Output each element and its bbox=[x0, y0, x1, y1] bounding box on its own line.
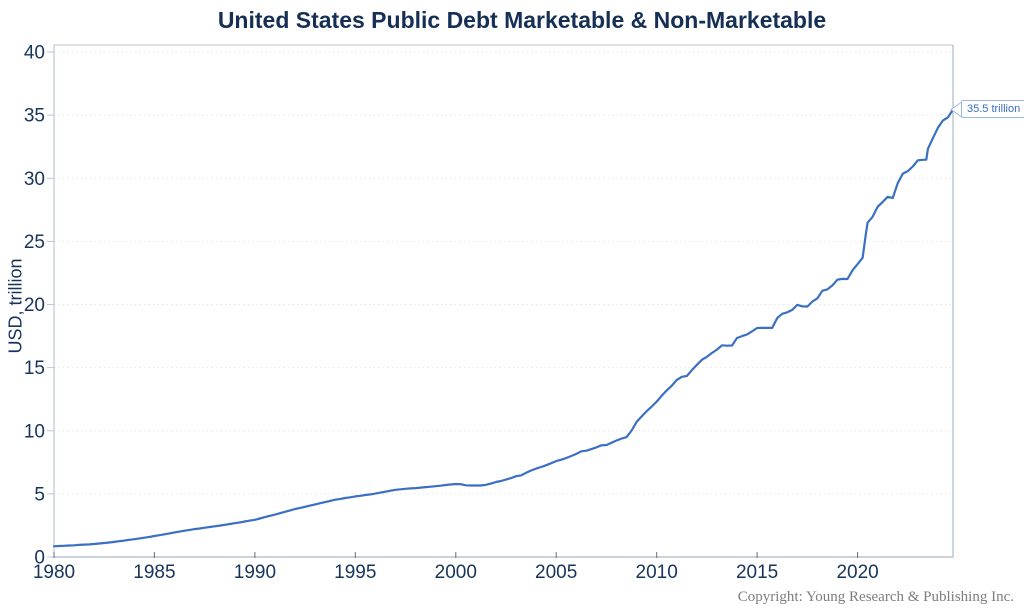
copyright-text: Copyright: Young Research & Publishing I… bbox=[737, 589, 1014, 605]
y-tick-label: 10 bbox=[24, 421, 45, 442]
y-tick-label: 35 bbox=[24, 106, 45, 127]
x-tick-label: 2020 bbox=[836, 562, 878, 583]
x-tick-label: 2010 bbox=[636, 562, 678, 583]
x-tick-label: 1980 bbox=[33, 562, 75, 583]
x-tick-label: 2000 bbox=[435, 562, 477, 583]
debt-line bbox=[52, 108, 955, 548]
y-tick-label: 20 bbox=[24, 295, 45, 316]
y-axis-label: USD, trillion bbox=[5, 258, 26, 354]
y-tick-label: 5 bbox=[34, 484, 45, 505]
y-tick-label: 25 bbox=[24, 232, 45, 253]
x-tick-label: 1990 bbox=[234, 562, 276, 583]
x-tick-label: 1985 bbox=[133, 562, 175, 583]
x-tick-label: 1995 bbox=[334, 562, 376, 583]
end-value-callout: 35.5 trillion bbox=[961, 100, 1024, 118]
y-tick-label: 30 bbox=[24, 169, 45, 190]
x-tick-label: 2005 bbox=[535, 562, 577, 583]
x-tick-label: 2015 bbox=[736, 562, 778, 583]
y-tick-label: 15 bbox=[24, 358, 45, 379]
y-tick-label: 0 bbox=[34, 548, 45, 569]
y-tick-label: 40 bbox=[24, 43, 45, 64]
chart-title: United States Public Debt Marketable & N… bbox=[217, 7, 827, 33]
